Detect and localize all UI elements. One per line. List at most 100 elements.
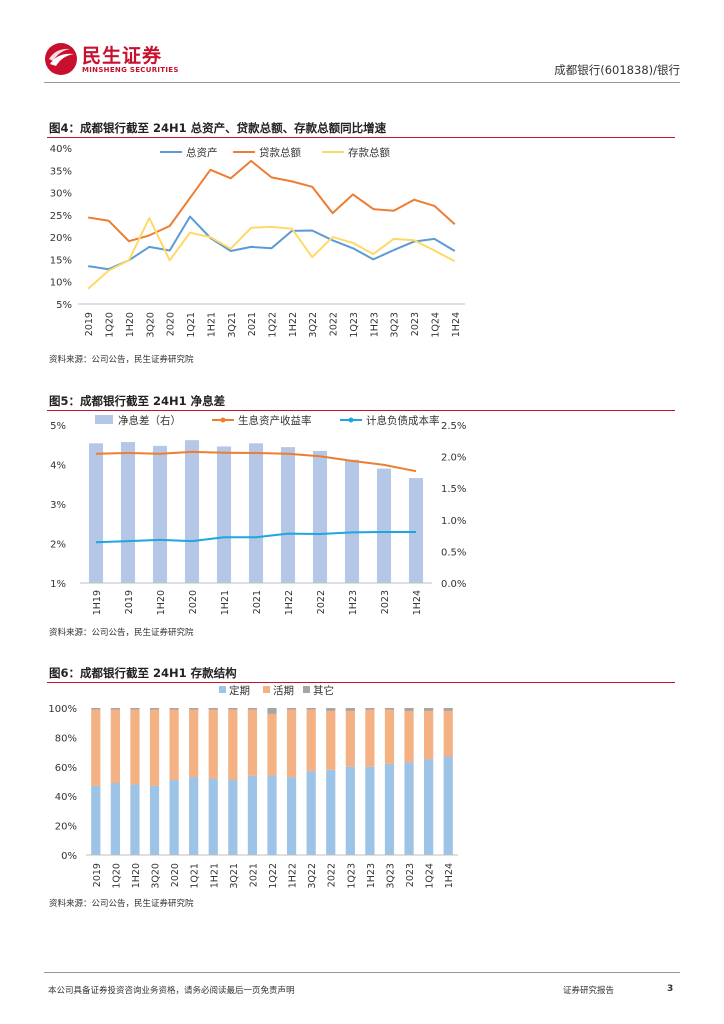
fig6-bar-segment-2 — [110, 708, 120, 710]
fig6-bar-segment-1 — [384, 709, 395, 764]
fig6-bar-segment-1 — [267, 713, 277, 776]
fig6-bar-segment-1 — [130, 709, 140, 785]
fig6-bar-segment-0 — [91, 785, 101, 855]
fig6-bar-segment-1 — [326, 710, 336, 770]
fig4-x-tick-label: 1H23 — [369, 312, 380, 337]
fig5-title-rule — [47, 410, 675, 411]
fig4-x-tick-label: 1H22 — [288, 312, 299, 337]
fig6-y-tick-label: 100% — [48, 704, 77, 715]
fig5-legend-label: 生息资产收益率 — [238, 414, 312, 427]
fig5-bar — [280, 447, 296, 583]
fig5-y-left-tick-label: 5% — [50, 421, 66, 432]
fig5-x-tick-label: 1H20 — [156, 590, 167, 615]
fig6-bar-segment-2 — [149, 708, 160, 710]
fig4-legend-label: 贷款总额 — [259, 146, 301, 159]
fig6-bar-segment-2 — [130, 708, 140, 710]
fig5-series-line-0 — [95, 450, 417, 473]
fig5-bar — [152, 445, 168, 583]
fig6-bar-segment-0 — [208, 778, 218, 855]
fig6-bar-segment-1 — [247, 709, 258, 776]
fig6-bar-segment-1 — [189, 709, 199, 778]
fig4-title: 图4：成都银行截至 24H1 总资产、贷款总额、存款总额同比增速 — [49, 121, 387, 135]
fig6-bar-segment-2 — [384, 708, 395, 710]
fig6-bar-segment-0 — [404, 762, 414, 855]
fig4-x-tick-label: 2023 — [410, 312, 421, 336]
fig6-bar-segment-0 — [345, 766, 355, 855]
fig6-legend-swatch — [219, 686, 226, 693]
fig4-x-tick-label: 3Q20 — [145, 312, 156, 338]
fig5-chart: 5% 4% 3% 2% 1% 2.5% 2.0% 1.5% 1.0% 0.5% 0.0% 1H19 20… — [50, 414, 466, 615]
fig6-x-tick-label: 3Q21 — [229, 863, 240, 889]
fig5-bar — [312, 450, 328, 583]
fig5-legend-marker — [348, 417, 354, 423]
fig6-y-tick-label: 0% — [61, 851, 77, 862]
fig5-y-right-tick-label: 1.5% — [441, 484, 466, 495]
fig6-bar-segment-2 — [404, 708, 414, 711]
fig6-bar-segment-0 — [365, 766, 375, 855]
fig6-x-tick-label: 1Q20 — [111, 863, 122, 889]
fig6-bar-segment-1 — [169, 709, 179, 781]
fig6-x-tick-label: 2022 — [327, 863, 338, 887]
fig6-bar-segment-2 — [424, 708, 434, 711]
fig6-chart: 100% 80% 60% 40% 20% 0% 2019 1Q20 1H20 3Q20 2020 1Q… — [48, 684, 458, 889]
fig6-legend-label: 其它 — [313, 684, 334, 697]
fig4-x-tick-label: 3Q23 — [390, 312, 401, 338]
fig5-x-tick-label: 2022 — [316, 590, 327, 614]
fig6-bar-segment-2 — [91, 708, 101, 710]
brand-name-en: MINSHENG SECURITIES — [82, 66, 179, 74]
fig6-y-tick-label: 20% — [55, 822, 77, 833]
fig6-bar-segment-0 — [149, 785, 160, 855]
fig4-y-tick-label: 25% — [50, 211, 72, 222]
fig6-bar-segment-0 — [247, 775, 258, 855]
fig6-bar-segment-2 — [345, 708, 355, 711]
fig6-bar-segment-0 — [228, 780, 238, 855]
fig6-legend-label: 活期 — [273, 685, 294, 697]
fig5-legend-swatch — [95, 415, 113, 424]
fig5-x-tick-label: 1H23 — [348, 590, 359, 615]
fig6-bar-segment-1 — [110, 709, 120, 783]
fig6-title-rule — [47, 682, 675, 683]
fig6-title: 图6：成都银行截至 24H1 存款结构 — [49, 666, 237, 680]
fig6-x-tick-label: 1H24 — [444, 863, 455, 888]
fig5-legend-label: 计息负债成本率 — [366, 414, 440, 427]
fig5-x-tick-label: 2020 — [188, 590, 199, 614]
fig6-bar-segment-2 — [306, 708, 316, 710]
fig5-series-line-1 — [95, 531, 416, 544]
fig5-x-tick-label: 1H19 — [92, 590, 103, 615]
fig6-x-tick-label: 2019 — [92, 863, 103, 887]
fig6-bar-segment-0 — [130, 784, 140, 855]
fig5-y-right-tick-label: 0.5% — [441, 547, 466, 558]
fig6-bar-segment-2 — [286, 708, 297, 710]
fig6-bar-segment-1 — [345, 710, 355, 767]
fig4-x-tick-label: 1Q22 — [268, 312, 279, 338]
fig5-y-right-tick-label: 0.0% — [441, 579, 466, 590]
fig6-x-tick-label: 1Q22 — [268, 863, 279, 889]
fig5-bar — [376, 468, 392, 583]
fig5-y-left-tick-label: 2% — [50, 540, 66, 551]
fig6-bar-segment-1 — [149, 709, 160, 786]
fig6-bar-segment-0 — [306, 771, 316, 855]
fig4-x-tick-label: 2022 — [329, 312, 340, 336]
fig6-y-tick-label: 80% — [55, 733, 77, 744]
fig4-x-tick-label: 1H20 — [125, 312, 136, 337]
fig6-bar-segment-1 — [424, 710, 434, 760]
fig5-x-tick-label: 2023 — [380, 590, 391, 614]
fig6-x-tick-label: 1H22 — [288, 863, 299, 888]
fig6-bar-segment-2 — [228, 708, 238, 710]
fig5-legend-marker — [220, 417, 226, 423]
fig4-x-tick-label: 1Q23 — [349, 312, 360, 338]
fig5-x-tick-label: 2019 — [124, 590, 135, 614]
fig6-bar-segment-2 — [365, 708, 375, 710]
fig5-bar — [120, 442, 136, 583]
fig5-bar — [216, 446, 232, 583]
header-divider — [44, 82, 680, 83]
fig5-x-tick-label: 1H22 — [284, 590, 295, 615]
fig5-bar — [184, 440, 200, 583]
fig6-bar-segment-0 — [189, 777, 199, 855]
fig4-chart: 40% 35% 30% 25% 20% 15% 10% 5% 2019 1Q20 1H20 3Q20 2… — [50, 144, 465, 338]
fig4-x-tick-label: 2019 — [84, 312, 95, 336]
fig4-title-rule — [47, 137, 675, 138]
fig6-bar-segment-1 — [286, 709, 297, 778]
fig5-bar — [88, 443, 104, 583]
fig6-bar-segment-2 — [443, 708, 453, 711]
